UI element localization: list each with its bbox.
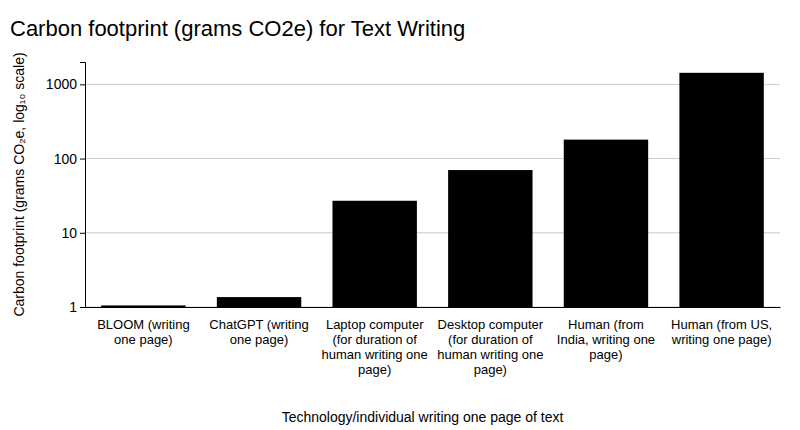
y-axis: 1 10 100 1000 [46,63,86,315]
x-tick-label: Desktop computer(for duration ofhuman wr… [437,317,544,377]
x-tick: Laptop computer(for duration ofhuman wri… [322,307,428,377]
y-axis-title: Carbon footprint (grams CO₂e, log₁₀ scal… [11,52,27,316]
x-tick-label: Human (from US,writing one page) [671,317,772,347]
grid-line [85,307,780,308]
grid-line [85,232,780,233]
y-tick: 1000 [46,76,85,92]
x-tick: BLOOM (writingone page) [97,307,189,347]
y-tick: 10 [61,225,85,241]
y-tick: 100 [54,151,85,167]
x-axis-line [86,307,781,308]
bar [679,73,763,307]
grid [85,84,780,307]
bar [217,297,301,307]
title: Carbon footprint (grams CO2e) for Text W… [10,16,465,41]
y-tick-label: 1000 [46,76,77,92]
x-tick: Human (fromIndia, writing onepage) [557,307,655,362]
y-tick-mark [80,84,85,85]
y-axis-line [80,63,86,308]
x-tick-label: Human (fromIndia, writing onepage) [557,317,655,362]
x-tick: Desktop computer(for duration ofhuman wr… [437,307,544,377]
x-tick: Human (from US,writing one page) [671,307,772,347]
bar [332,201,416,307]
x-tick-label: Laptop computer(for duration ofhuman wri… [322,317,428,377]
bar [564,140,648,307]
x-tick-label: BLOOM (writingone page) [97,317,189,347]
y-tick-mark [80,159,85,160]
y-tick-mark [80,233,85,234]
y-tick-label: 10 [61,225,77,241]
y-tick: 1 [69,299,85,315]
x-tick: ChatGPT (writingone page) [209,307,308,347]
bars [101,73,764,307]
y-tick-label: 100 [54,151,78,167]
x-axis: BLOOM (writingone page) ChatGPT (writingo… [86,307,781,377]
y-tick-mark [80,307,85,308]
grid-line [85,84,780,85]
y-tick-label: 1 [69,299,77,315]
bar [448,170,532,307]
x-axis-title: Technology/individual writing one page o… [282,409,564,425]
grid-line [85,158,780,159]
bar [101,305,185,307]
chart: Carbon footprint (grams CO2e) for Text W… [0,0,800,430]
x-tick-label: ChatGPT (writingone page) [209,317,308,347]
